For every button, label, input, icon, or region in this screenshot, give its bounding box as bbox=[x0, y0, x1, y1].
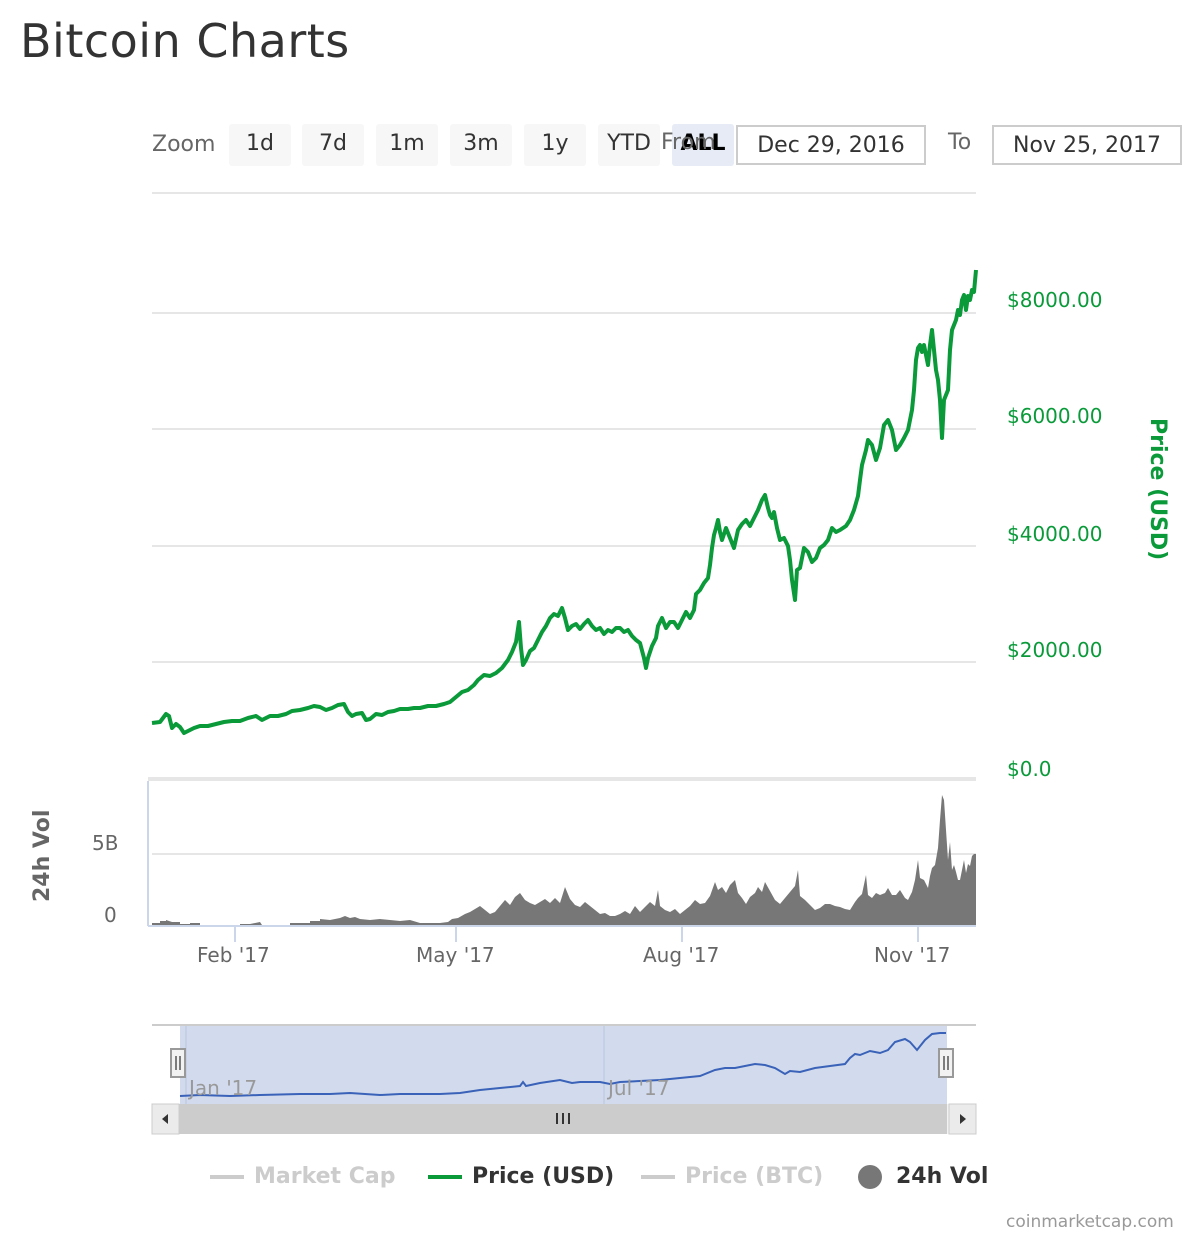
price-tick-8000: $8000.00 bbox=[1007, 288, 1103, 312]
legend-label: 24h Vol bbox=[896, 1164, 989, 1189]
navigator-label-jan: Jan '17 bbox=[189, 1076, 258, 1100]
zoom-1d-button[interactable]: 1d bbox=[229, 124, 291, 166]
line-symbol-icon bbox=[210, 1174, 244, 1179]
scroll-right-arrow-icon bbox=[960, 1114, 966, 1124]
navigator-left-handle[interactable] bbox=[170, 1048, 186, 1078]
x-tick-may: May '17 bbox=[416, 943, 495, 967]
price-tick-6000: $6000.00 bbox=[1007, 404, 1103, 428]
zoom-1y-button[interactable]: 1y bbox=[524, 124, 586, 166]
from-date-input[interactable]: Dec 29, 2016 bbox=[736, 125, 926, 165]
legend-item-24h-vol[interactable]: 24h Vol bbox=[858, 1164, 988, 1189]
navigator-label-jul: Jul '17 bbox=[608, 1076, 670, 1100]
credits-link[interactable]: coinmarketcap.com bbox=[1006, 1212, 1174, 1232]
to-label: To bbox=[948, 130, 972, 155]
x-tick-aug: Aug '17 bbox=[643, 943, 720, 967]
legend-label: Price (USD) bbox=[472, 1164, 615, 1189]
scroll-left-arrow-icon bbox=[162, 1114, 168, 1124]
price-tick-2000: $2000.00 bbox=[1007, 638, 1103, 662]
line-symbol-icon bbox=[428, 1174, 462, 1179]
legend-label: Market Cap bbox=[254, 1164, 396, 1189]
x-tick-feb: Feb '17 bbox=[197, 943, 270, 967]
zoom-3m-button[interactable]: 3m bbox=[450, 124, 512, 166]
price-usd-line bbox=[151, 269, 978, 735]
circle-symbol-icon bbox=[858, 1164, 882, 1189]
volume-tick-5b: 5B bbox=[92, 831, 119, 855]
price-tick-0: $0.0 bbox=[1007, 757, 1052, 781]
to-date-input[interactable]: Nov 25, 2017 bbox=[992, 125, 1182, 165]
zoom-7d-button[interactable]: 7d bbox=[302, 124, 364, 166]
zoom-label: Zoom bbox=[152, 132, 216, 157]
price-axis-title: Price (USD) bbox=[1145, 418, 1170, 561]
price-gridlines bbox=[148, 192, 976, 781]
x-tick-nov: Nov '17 bbox=[874, 943, 951, 967]
x-axis-ticks bbox=[234, 926, 919, 942]
zoom-all-button[interactable]: ALL bbox=[672, 124, 734, 166]
zoom-1m-button[interactable]: 1m bbox=[376, 124, 438, 166]
volume-axis-title: 24h Vol bbox=[30, 809, 55, 902]
page-title: Bitcoin Charts bbox=[20, 14, 350, 68]
legend-item-price-usd[interactable]: Price (USD) bbox=[428, 1164, 614, 1189]
navigator-right-handle[interactable] bbox=[938, 1048, 954, 1078]
navigator-mask bbox=[180, 1026, 947, 1104]
volume-bars bbox=[152, 795, 976, 926]
navigator-price-line bbox=[179, 1032, 946, 1098]
scrollbar-grip-icon bbox=[556, 1113, 570, 1124]
legend-label: Price (BTC) bbox=[685, 1164, 824, 1189]
price-tick-4000: $4000.00 bbox=[1007, 522, 1103, 546]
zoom-ytd-button[interactable]: YTD bbox=[598, 124, 660, 166]
volume-tick-0: 0 bbox=[104, 903, 117, 927]
legend-item-price-btc[interactable]: Price (BTC) bbox=[641, 1164, 823, 1189]
legend-item-market-cap[interactable]: Market Cap bbox=[210, 1164, 395, 1189]
line-symbol-icon bbox=[641, 1174, 675, 1179]
from-label: From bbox=[661, 130, 716, 155]
